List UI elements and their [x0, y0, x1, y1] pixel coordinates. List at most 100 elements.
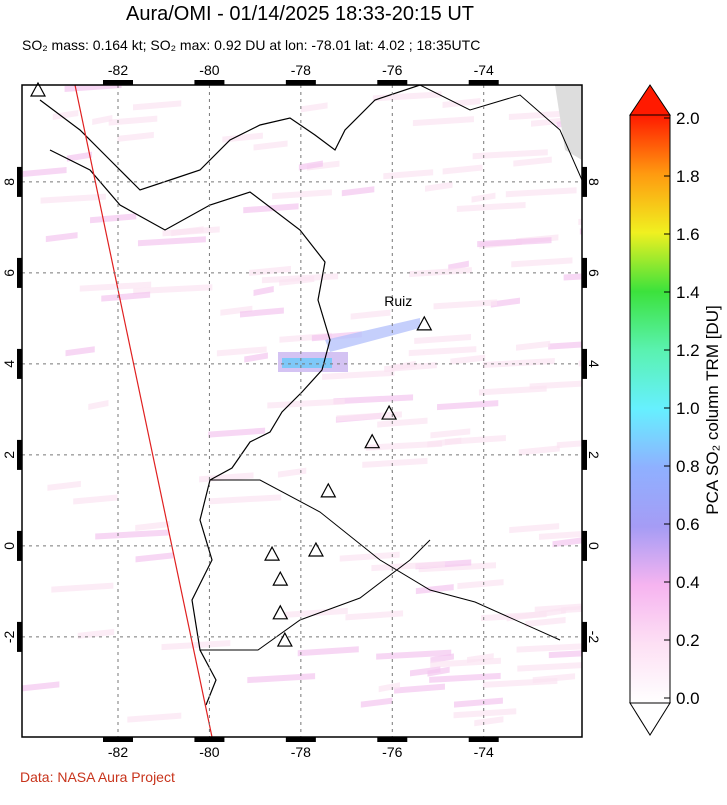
- noise-streak: [516, 643, 582, 653]
- noise-streak: [534, 603, 582, 613]
- noise-streak: [516, 340, 551, 351]
- noise-streak: [253, 286, 274, 297]
- noise-streak: [272, 189, 332, 200]
- noise-streak: [133, 100, 182, 111]
- volcano-marker: [29, 81, 47, 97]
- noise-streak: [437, 400, 499, 411]
- noise-streak: [425, 181, 453, 192]
- noise-streak: [482, 677, 558, 688]
- noise-streak: [360, 697, 393, 708]
- noise-streak: [162, 226, 220, 237]
- noise-streak: [208, 494, 282, 505]
- noise-streak: [362, 457, 428, 468]
- noise-streak: [322, 369, 395, 380]
- plume-tail: [325, 318, 420, 352]
- noise-streak: [51, 582, 114, 593]
- tick-mark: [582, 348, 587, 379]
- tick-mark: [17, 530, 22, 561]
- noise-streak: [412, 116, 474, 127]
- colorbar-tick-label: 1.6: [676, 225, 700, 244]
- tick-mark: [103, 80, 133, 85]
- noise-streak: [448, 260, 469, 271]
- noise-streak: [216, 346, 267, 357]
- noise-streak: [365, 440, 443, 451]
- noise-streak: [79, 281, 152, 292]
- colorbar-tick-label: 0.4: [676, 573, 700, 592]
- lat-tick-label: 8: [586, 178, 602, 186]
- noise-streak: [135, 552, 173, 563]
- noise-streak: [222, 132, 263, 143]
- noise-streak: [350, 309, 391, 320]
- lon-tick-label: -78: [291, 744, 311, 760]
- noise-streak: [578, 218, 582, 225]
- volcano-marker: [276, 631, 293, 647]
- noise-streak: [40, 193, 106, 204]
- lat-tick-label: 4: [1, 360, 17, 368]
- noise-streak: [556, 440, 582, 449]
- noise-streak: [433, 299, 498, 310]
- lon-tick-label: -80: [199, 744, 219, 760]
- lon-tick-label: -80: [199, 62, 219, 78]
- colorbar-min-arrow: [629, 702, 671, 736]
- colorbar-tick-label: 0.8: [676, 457, 700, 476]
- tick-mark: [582, 621, 587, 652]
- map-content: [22, 85, 582, 737]
- map-area: [22, 85, 582, 737]
- noise-streak: [456, 201, 526, 212]
- noise-streak: [22, 681, 60, 692]
- noise-streak: [161, 640, 231, 651]
- colorbar-tick-label: 1.8: [676, 167, 700, 186]
- noise-streak: [341, 186, 375, 197]
- noise-streak: [477, 237, 552, 248]
- noise-streak: [372, 91, 442, 102]
- tick-mark: [17, 439, 22, 470]
- colorbar: PCA SO₂ column TRM [DU] 0.0 0.2 0.4 0.6 0.8 1…: [629, 84, 722, 736]
- noise-streak: [95, 529, 169, 540]
- noise-streak: [377, 417, 428, 428]
- noise-streak: [333, 394, 414, 405]
- tick-mark: [582, 530, 587, 561]
- noise-streak: [22, 166, 67, 177]
- lon-tick-label: -76: [382, 62, 402, 78]
- noise-streak: [442, 164, 483, 175]
- map-frame: [21, 84, 583, 738]
- noise-streak: [457, 579, 504, 590]
- colorbar-tick-label: 1.4: [676, 283, 700, 302]
- tick-mark: [377, 80, 408, 85]
- tick-mark: [285, 80, 316, 85]
- noise-streak: [394, 683, 445, 694]
- noise-streak: [284, 607, 348, 618]
- tick-mark: [194, 80, 225, 85]
- noise-streak: [311, 331, 362, 342]
- lat-tick-label: 8: [1, 178, 17, 186]
- orbit-track: [74, 85, 213, 737]
- noise-streak: [418, 562, 497, 573]
- noise-streak: [101, 291, 151, 302]
- lat-tick-label: 4: [586, 360, 602, 368]
- noise-streak: [415, 584, 454, 595]
- tick-mark: [468, 737, 499, 742]
- volcano-marker: [320, 482, 337, 498]
- noise-streak: [297, 646, 359, 657]
- noise-streak: [47, 480, 81, 491]
- credit: Data: NASA Aura Project: [20, 769, 175, 785]
- noise-streak: [453, 697, 503, 708]
- noise-streak: [384, 362, 437, 373]
- noise-streak: [52, 109, 79, 120]
- noise-streak: [427, 437, 462, 448]
- noise-streak: [247, 673, 316, 684]
- noise-streak: [442, 97, 481, 108]
- noise-streak: [108, 115, 158, 126]
- lat-tick-label: 2: [586, 451, 602, 459]
- noise-streak: [508, 109, 575, 120]
- noise-streak: [478, 385, 547, 396]
- noise-streak: [371, 561, 445, 572]
- noise-streak: [548, 650, 582, 659]
- colorbar-tick-label: 1.2: [676, 341, 700, 360]
- lon-tick-label: -78: [291, 62, 311, 78]
- noise-streak: [277, 467, 307, 478]
- noise-streak: [249, 265, 292, 276]
- noise-streak: [345, 610, 404, 621]
- noise-streak: [220, 305, 253, 316]
